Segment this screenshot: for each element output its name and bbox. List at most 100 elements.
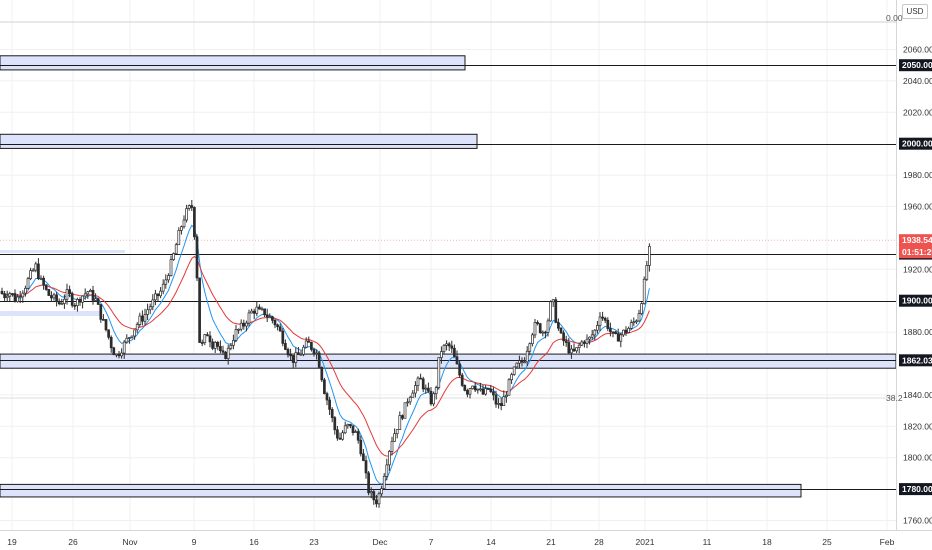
candle-body [109, 336, 113, 349]
candle-body [455, 356, 459, 365]
time-tick-label: 18 [762, 537, 772, 547]
candle-body [273, 320, 277, 326]
candle-body [590, 334, 594, 338]
candle-body [29, 270, 32, 280]
candle-body [538, 323, 542, 334]
candle-body [492, 391, 495, 396]
candle-body [193, 207, 196, 238]
candle-body [499, 403, 503, 406]
candle-body [603, 317, 607, 321]
candle-body [247, 312, 251, 324]
candle-body [507, 379, 511, 396]
candle-body [42, 277, 45, 286]
level-price-tag-text: 2000.000 [902, 139, 932, 149]
candle-body [642, 278, 646, 304]
candle-body [546, 320, 550, 333]
price-tick-label: 1880.000 [903, 327, 932, 337]
candle-body [226, 347, 230, 359]
candle-body [401, 415, 404, 419]
candle-body [359, 439, 363, 455]
candle-body [89, 290, 92, 293]
candle-body [622, 329, 625, 336]
candle-body [447, 343, 451, 347]
candle-body [364, 460, 368, 474]
candlesticks [0, 199, 651, 508]
candle-body [102, 319, 105, 321]
candle-body [502, 396, 506, 406]
candle-body [408, 396, 412, 403]
candle-body [609, 328, 612, 333]
candle-body [437, 357, 441, 388]
candle-body [580, 341, 584, 346]
candle-body [211, 341, 214, 349]
candle-body [78, 299, 82, 303]
time-tick-label: 11 [703, 537, 712, 547]
candle-body [130, 335, 134, 338]
candle-body [135, 324, 139, 331]
ema-slow-line [1, 255, 650, 457]
time-tick-label: Feb [880, 537, 895, 547]
candle-body [198, 277, 201, 343]
price-tick-label: 2020.000 [903, 107, 932, 117]
time-tick-label: 28 [594, 537, 604, 547]
top-reference-label: 0.00 [886, 13, 903, 23]
candle-body [55, 294, 58, 302]
candle-body [567, 342, 571, 354]
candle-body [172, 253, 175, 260]
time-tick-label: Dec [372, 537, 388, 547]
candle-body [330, 409, 334, 418]
candle-body [268, 316, 272, 319]
candle-body [60, 303, 64, 305]
candle-body [307, 340, 311, 343]
candle-body [224, 351, 227, 359]
candle-body [151, 299, 155, 308]
candle-body [73, 304, 77, 307]
level-price-tag-text: 1780.000 [902, 484, 932, 494]
candle-body [585, 338, 589, 344]
candle-body [570, 348, 573, 354]
candle-body [385, 464, 389, 477]
candle-body [31, 269, 35, 272]
candle-body [169, 259, 173, 276]
candle-body [229, 345, 233, 349]
currency-badge[interactable]: USD [902, 4, 928, 19]
candle-body [453, 347, 456, 358]
candle-body [122, 341, 126, 354]
candle-body [252, 310, 256, 314]
candle-body [346, 423, 350, 427]
candle-body [148, 306, 152, 311]
candle-body [429, 390, 433, 405]
candle-body [421, 378, 425, 390]
candle-body [146, 309, 149, 315]
level-lines [0, 65, 896, 490]
candle-body [601, 316, 604, 319]
candle-body [276, 324, 279, 328]
time-tick-label: 2021 [636, 537, 655, 547]
candle-body [606, 319, 610, 329]
candle-body [232, 340, 235, 346]
sr-zones [0, 55, 897, 498]
candle-body [112, 347, 116, 356]
candle-body [624, 329, 628, 333]
candle-body [213, 342, 217, 349]
candle-body [450, 345, 454, 349]
candle-body [351, 425, 355, 434]
time-tick-label: 7 [429, 537, 434, 547]
candle-body [442, 344, 446, 352]
candle-body [588, 336, 591, 340]
candle-body [245, 322, 248, 327]
candle-body [94, 298, 97, 301]
candle-body [242, 322, 246, 327]
candle-body [463, 385, 467, 391]
price-tick-label: 1980.000 [903, 170, 932, 180]
candle-body [185, 208, 188, 221]
candle-body [512, 366, 516, 375]
candle-body [382, 475, 386, 489]
candle-body [559, 327, 563, 334]
level-price-tag [899, 294, 932, 307]
candle-body [468, 388, 472, 395]
candle-body [377, 493, 381, 505]
candle-body [577, 344, 581, 348]
candle-body [349, 423, 352, 427]
